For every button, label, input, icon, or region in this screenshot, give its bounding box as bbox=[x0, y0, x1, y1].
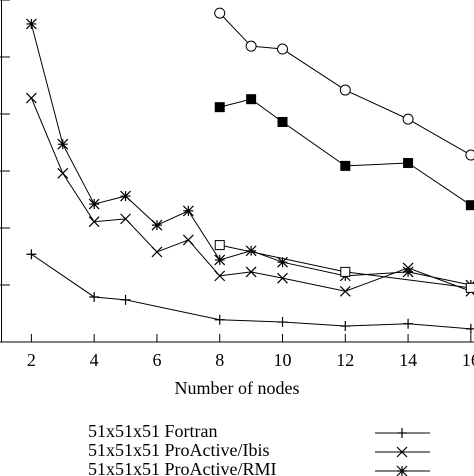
marker bbox=[277, 256, 288, 268]
marker bbox=[214, 314, 225, 325]
marker bbox=[396, 465, 408, 476]
marker bbox=[88, 198, 100, 210]
marker bbox=[182, 205, 194, 217]
series-line bbox=[30, 97, 472, 292]
marker bbox=[277, 116, 288, 127]
marker bbox=[88, 216, 100, 228]
marker bbox=[402, 113, 414, 125]
marker bbox=[465, 282, 474, 293]
marker bbox=[120, 213, 131, 225]
x-tick-label: 16 bbox=[462, 350, 474, 370]
marker bbox=[89, 291, 100, 302]
marker bbox=[214, 240, 225, 251]
marker bbox=[277, 43, 289, 55]
x-tick-label: 6 bbox=[152, 350, 161, 370]
marker bbox=[214, 7, 226, 19]
marker bbox=[396, 446, 408, 458]
series-line bbox=[219, 98, 472, 206]
legend-label: 51x51x51 Fortran bbox=[88, 421, 218, 441]
marker bbox=[403, 318, 414, 329]
marker bbox=[120, 190, 131, 202]
marker bbox=[277, 317, 288, 328]
legend-label: 51x51x51 ProActive/RMI bbox=[88, 459, 277, 476]
marker bbox=[214, 102, 225, 113]
marker bbox=[340, 321, 351, 332]
marker bbox=[340, 160, 351, 171]
marker bbox=[245, 40, 257, 52]
marker bbox=[465, 149, 474, 161]
marker bbox=[245, 245, 257, 257]
marker bbox=[26, 249, 37, 260]
x-tick-label: 12 bbox=[336, 350, 354, 370]
marker bbox=[151, 246, 163, 258]
marker bbox=[57, 138, 69, 150]
marker bbox=[120, 294, 131, 305]
marker bbox=[245, 266, 257, 278]
marker bbox=[339, 285, 351, 297]
marker bbox=[151, 219, 163, 231]
x-axis-label: Number of nodes bbox=[175, 378, 300, 398]
marker bbox=[182, 234, 194, 246]
legend-label: 51x51x51 ProActive/Ibis bbox=[88, 440, 270, 460]
x-tick-label: 10 bbox=[274, 350, 292, 370]
series-line bbox=[219, 244, 471, 289]
marker bbox=[340, 266, 351, 277]
marker bbox=[25, 92, 37, 104]
marker bbox=[246, 94, 257, 105]
x-tick-label: 8 bbox=[215, 350, 224, 370]
marker bbox=[465, 323, 474, 334]
x-tick-label: 2 bbox=[27, 350, 36, 370]
marker bbox=[25, 18, 37, 30]
marker bbox=[57, 167, 69, 179]
marker bbox=[402, 266, 414, 278]
marker bbox=[465, 200, 474, 211]
series-line bbox=[31, 253, 471, 330]
marker bbox=[339, 84, 351, 96]
marker bbox=[277, 272, 288, 284]
x-tick-label: 14 bbox=[399, 350, 417, 370]
marker bbox=[214, 254, 226, 266]
marker bbox=[214, 270, 226, 282]
series-line bbox=[219, 12, 472, 156]
marker bbox=[403, 158, 414, 169]
series-line bbox=[30, 23, 471, 286]
marker bbox=[397, 428, 407, 438]
x-tick-label: 4 bbox=[90, 350, 99, 370]
